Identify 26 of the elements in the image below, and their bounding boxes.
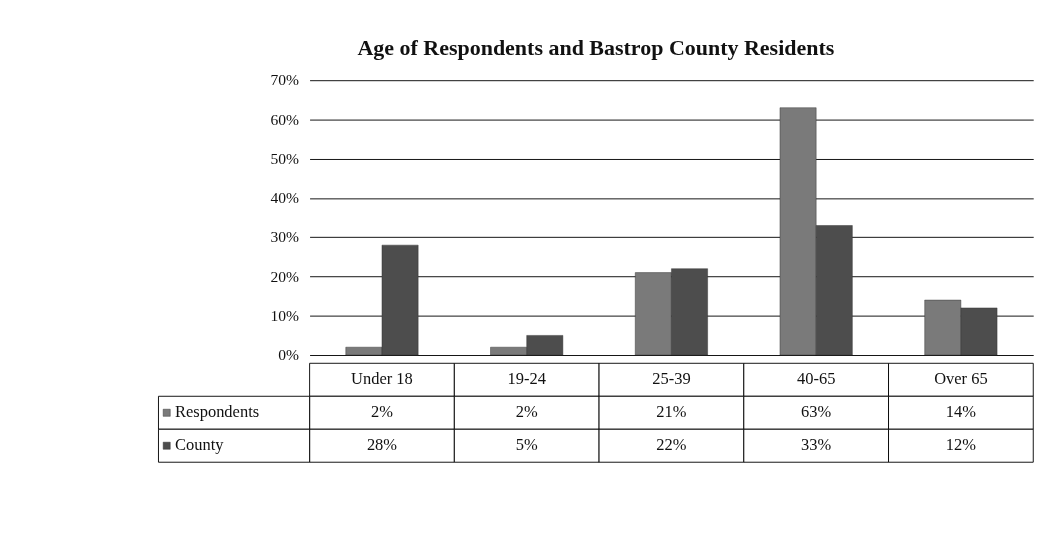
x-tick-label: 25-39	[652, 369, 691, 389]
y-tick-label: 30%	[270, 228, 300, 246]
legend-label: County	[174, 435, 225, 455]
x-tick-label: 40-65	[796, 369, 836, 389]
chart-title: Age of Respondents and Bastrop County Residents	[357, 34, 835, 60]
y-tick-label: 40%	[270, 189, 300, 207]
y-tick-label: 20%	[270, 267, 300, 285]
legend-label: Respondents	[174, 402, 260, 422]
x-tick-label: 19-24	[507, 369, 546, 389]
data-label: 22%	[656, 435, 687, 455]
y-tick-label: 10%	[270, 306, 300, 324]
y-tick-label: 50%	[270, 149, 300, 167]
data-label: 2%	[515, 402, 538, 422]
data-label: 12%	[945, 435, 977, 455]
data-label: 14%	[945, 402, 977, 422]
data-label: 63%	[801, 402, 832, 422]
data-label: 33%	[801, 435, 832, 455]
x-tick-label: Over 65	[934, 369, 988, 389]
data-label: 2%	[371, 402, 394, 422]
y-tick-label: 60%	[270, 110, 300, 128]
y-tick-label: 70%	[270, 71, 300, 89]
data-label: 21%	[656, 402, 687, 422]
y-tick-label: 0%	[278, 346, 300, 364]
data-label: 28%	[366, 435, 398, 455]
x-tick-label: Under 18	[351, 369, 413, 389]
data-label: 5%	[515, 435, 538, 455]
